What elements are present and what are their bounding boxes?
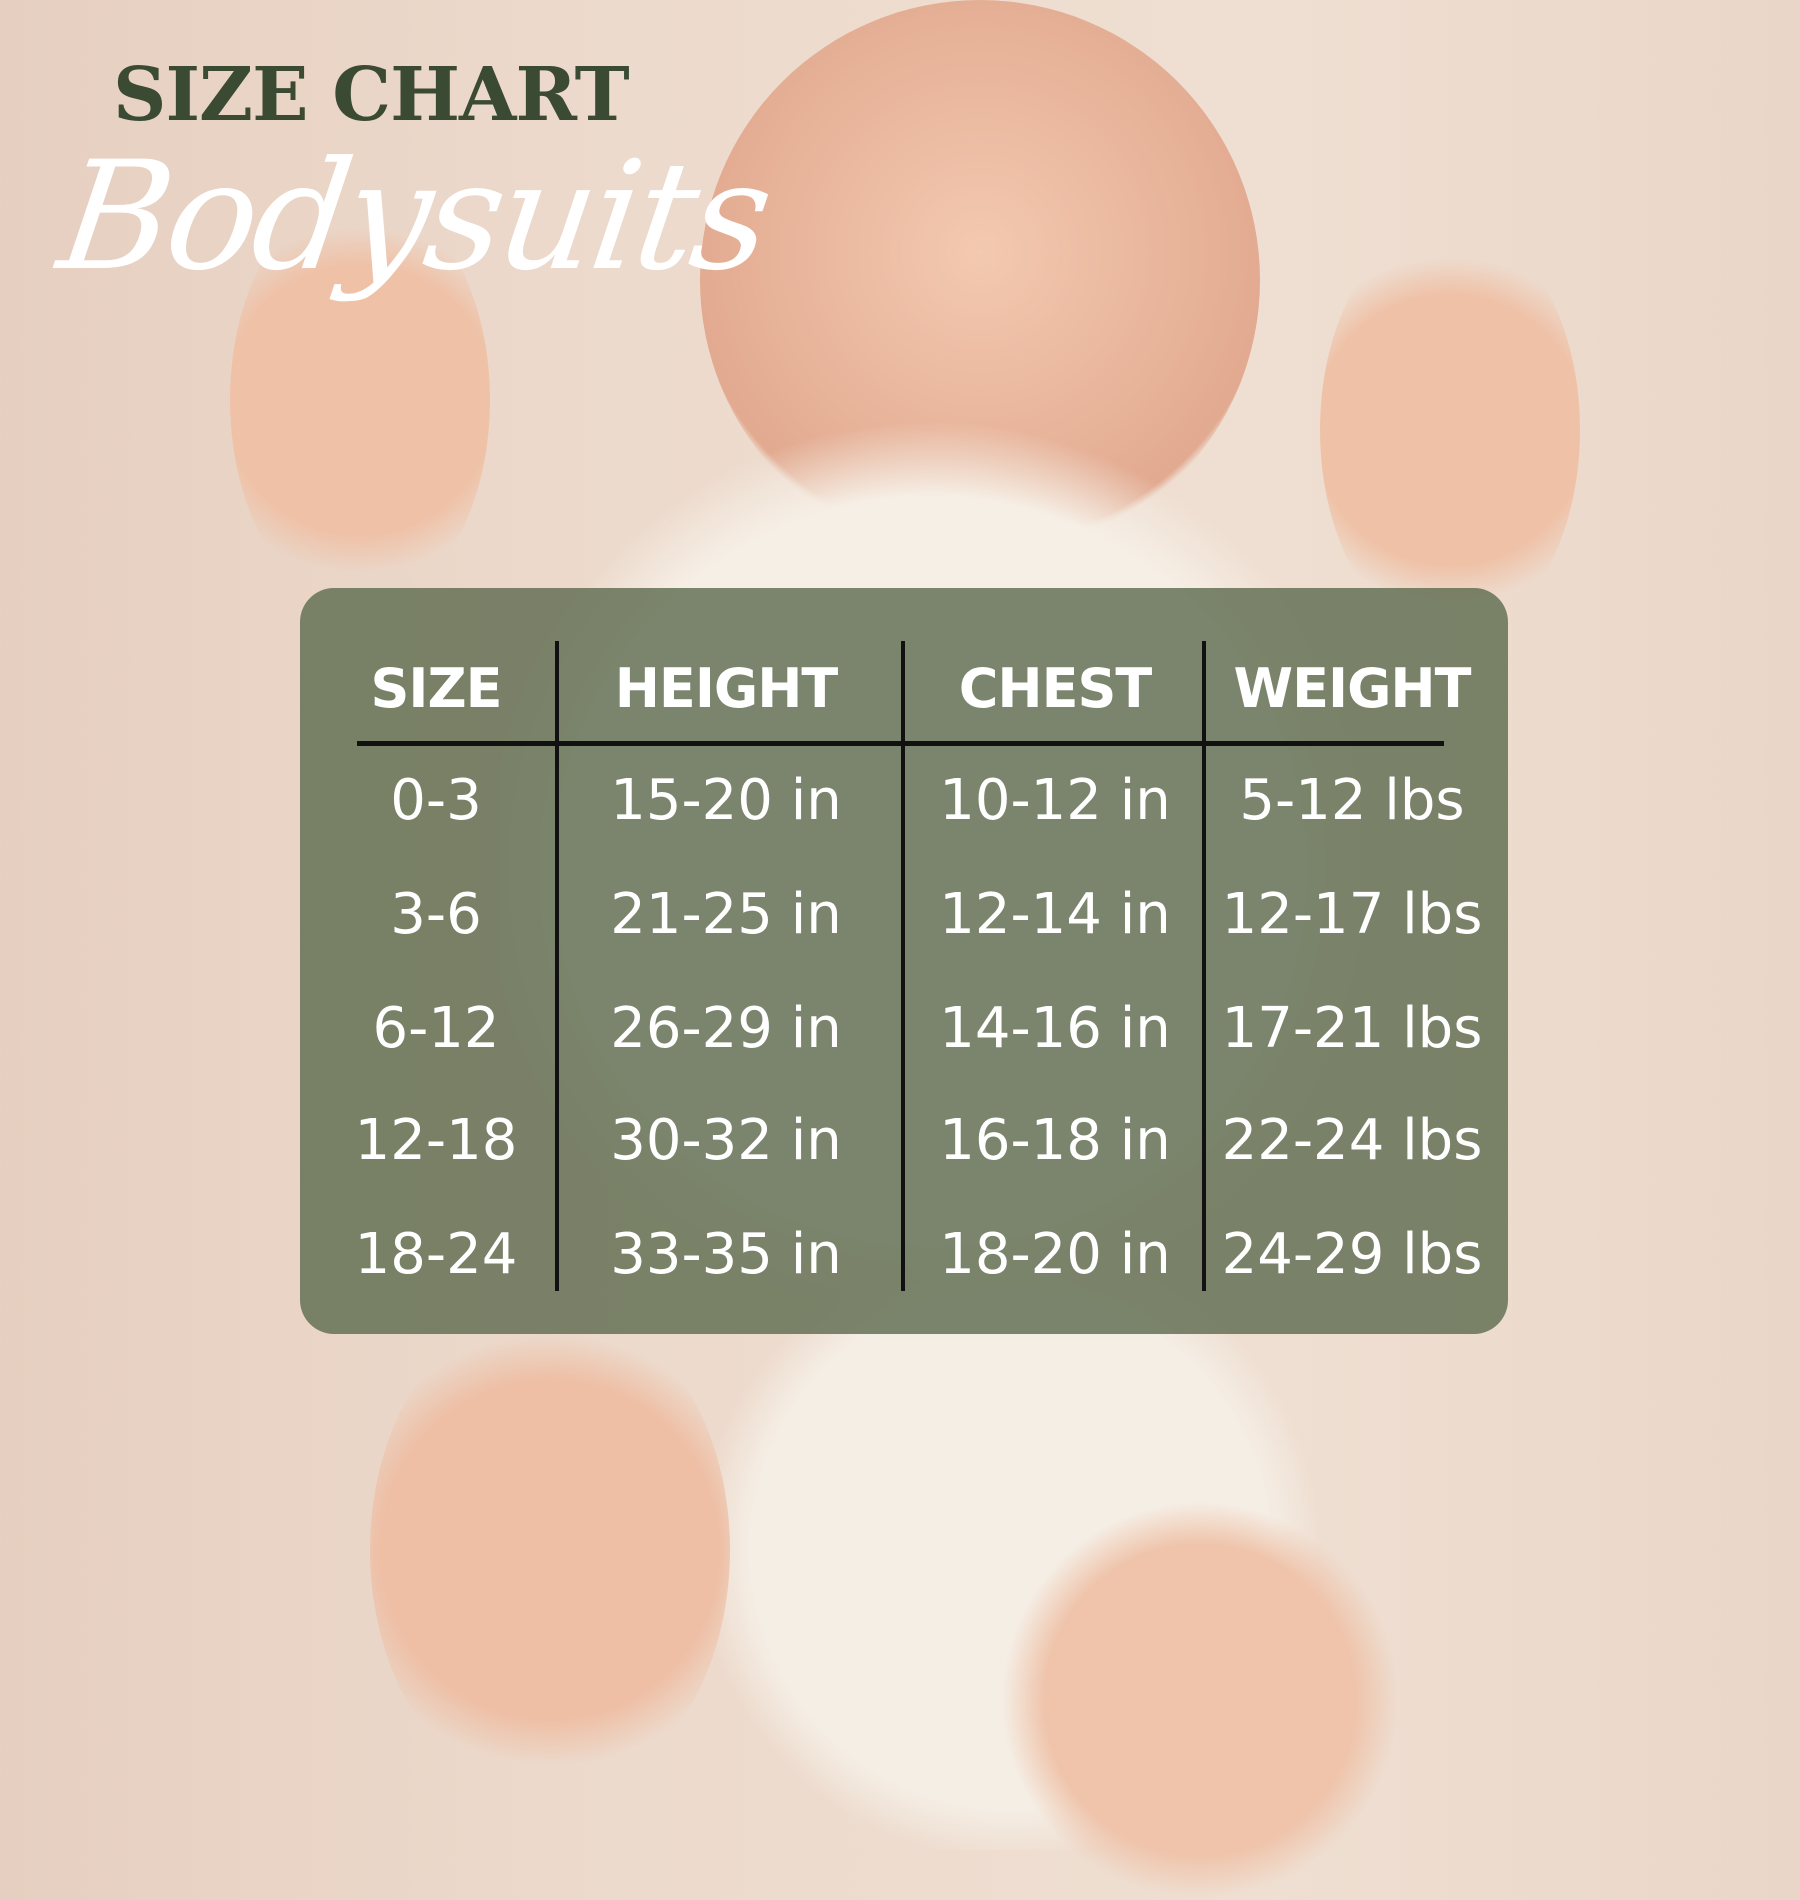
cell-size: 6-12: [372, 996, 500, 1061]
cell-size: 3-6: [390, 882, 482, 947]
cell-height: 15-20 in: [610, 768, 842, 833]
column-divider: [901, 641, 905, 1291]
cell-weight: 24-29 lbs: [1221, 1222, 1483, 1287]
column-divider: [555, 641, 559, 1291]
cell-height: 26-29 in: [610, 996, 842, 1061]
cell-weight: 17-21 lbs: [1221, 996, 1483, 1061]
header-divider: [357, 741, 1444, 746]
cell-weight: 22-24 lbs: [1221, 1108, 1483, 1173]
header-chest: CHEST: [958, 657, 1152, 720]
cell-height: 30-32 in: [610, 1108, 842, 1173]
cell-chest: 16-18 in: [939, 1108, 1171, 1173]
size-chart-title: SIZE CHART: [113, 52, 630, 138]
cell-weight: 12-17 lbs: [1221, 882, 1483, 947]
cell-chest: 10-12 in: [939, 768, 1171, 833]
cell-height: 21-25 in: [610, 882, 842, 947]
cell-chest: 14-16 in: [939, 996, 1171, 1061]
column-divider: [1202, 641, 1206, 1291]
cell-size: 0-3: [390, 768, 482, 833]
cell-chest: 18-20 in: [939, 1222, 1171, 1287]
cell-size: 18-24: [354, 1222, 518, 1287]
header-weight: WEIGHT: [1233, 657, 1472, 720]
bodysuits-subtitle: Bodysuits: [49, 130, 779, 304]
cell-chest: 12-14 in: [939, 882, 1171, 947]
header-height: HEIGHT: [614, 657, 839, 720]
cell-height: 33-35 in: [610, 1222, 842, 1287]
cell-weight: 5-12 lbs: [1239, 768, 1465, 833]
header-size: SIZE: [370, 657, 502, 720]
cell-size: 12-18: [354, 1108, 518, 1173]
